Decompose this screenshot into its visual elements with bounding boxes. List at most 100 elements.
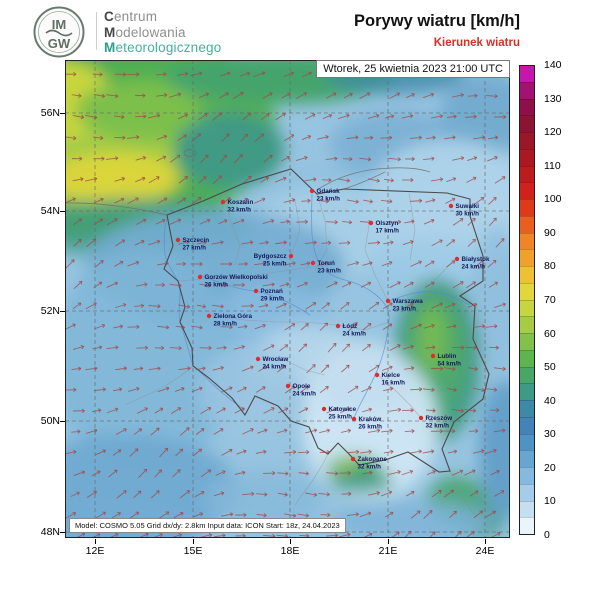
wind-arrow [298,407,309,414]
wind-arrow [177,134,187,141]
org-line-1: Centrum [104,9,158,24]
station-marker-dot [454,256,460,262]
wind-arrow [154,345,165,351]
wind-arrow [262,282,275,287]
wind-arrow [424,281,435,288]
wind-arrow [216,345,227,350]
wind-arrow [279,282,290,287]
wind-arrow [242,175,252,184]
wind-arrow [491,532,501,538]
wind-arrow [105,156,119,161]
wind-arrow [156,134,168,140]
wind-arrow [409,135,422,140]
wind-arrow [422,387,435,392]
wind-arrow [451,408,464,413]
wind-arrow [403,281,414,288]
wind-arrow [115,239,126,247]
wind-arrow [133,366,144,371]
wind-arrow [86,490,97,498]
colorbar-segment [520,316,534,333]
wind-arrow [72,114,85,120]
wind-arrow [380,135,393,140]
wind-arrow [106,93,119,99]
wind-arrow [114,197,125,204]
wind-arrow [489,408,500,413]
wind-arrow [73,470,86,476]
station-marker-dot [448,203,454,209]
station-marker-dot [310,260,316,266]
wind-arrow [64,449,77,455]
wind-arrow [467,217,476,226]
coastlines-foreign [64,149,431,216]
wind-arrow [473,510,484,519]
station-marker-dot [285,383,291,389]
wind-arrow [305,302,317,310]
wind-arrow [368,364,380,373]
colorbar-segment [520,98,534,116]
wind-arrow [321,302,330,310]
datetime-banner: Wtorek, 25 kwietnia 2023 21:00 UTC [316,60,510,78]
wind-arrow [360,281,372,288]
wind-arrow [65,511,77,519]
wind-arrow [284,323,296,331]
wind-arrow [404,366,415,371]
wind-arrow [115,302,127,309]
wind-arrow [198,176,207,184]
wind-arrow [295,92,307,99]
station-gust-value: 26 km/h [359,424,383,431]
wind-arrow [235,512,247,518]
wind-arrow [347,512,359,517]
wind-arrow [487,155,498,162]
wind-arrow [494,176,506,184]
wind-arrow [340,407,351,413]
wind-arrow [338,532,351,538]
wind-arrow [430,177,444,182]
wind-arrow [300,261,311,266]
lat-tick-label: 48N [40,526,60,538]
map-frame [65,60,510,538]
station-gust-value: 27 km/h [183,245,207,252]
wind-arrow [368,491,380,496]
wind-arrow [157,386,170,393]
logo-text-top: IM [52,17,66,32]
station-marker-dot [175,237,181,243]
lat-tick-label: 52N [40,305,60,317]
wind-arrow [326,406,338,414]
wind-arrow [342,220,353,225]
wind-arrow [150,490,160,499]
page-subtitle: Kierunek wiatru [433,37,520,49]
lon-tick-mark [193,539,194,544]
wind-arrow [464,408,477,413]
wind-arrow [86,238,97,248]
wind-arrow [339,470,351,476]
wind-arrow [115,366,127,371]
wind-arrow [213,428,224,435]
wind-arrow [241,240,254,245]
wind-arrow [257,428,268,434]
wind-arrow [297,513,309,518]
wind-arrow [92,345,103,350]
wind-arrow [494,302,506,309]
wind-arrow [114,72,127,77]
station-gust-value: 23 km/h [393,306,417,313]
wind-arrow [381,260,393,267]
station-gust-value: 23 km/h [318,268,342,275]
wind-arrow [380,199,393,204]
wind-arrow [452,281,464,289]
wind-arrow [72,218,83,226]
wind-arrow [388,219,402,225]
wind-arrow [157,197,168,204]
wind-arrow [445,197,456,204]
colorbar [519,65,535,535]
wind-arrow [362,323,372,331]
wind-arrow [367,113,380,119]
wind-arrow [362,407,372,413]
wind-arrow [93,281,103,289]
wind-arrow [423,323,435,329]
wind-arrow [381,428,393,434]
wind-arrow [195,366,206,371]
